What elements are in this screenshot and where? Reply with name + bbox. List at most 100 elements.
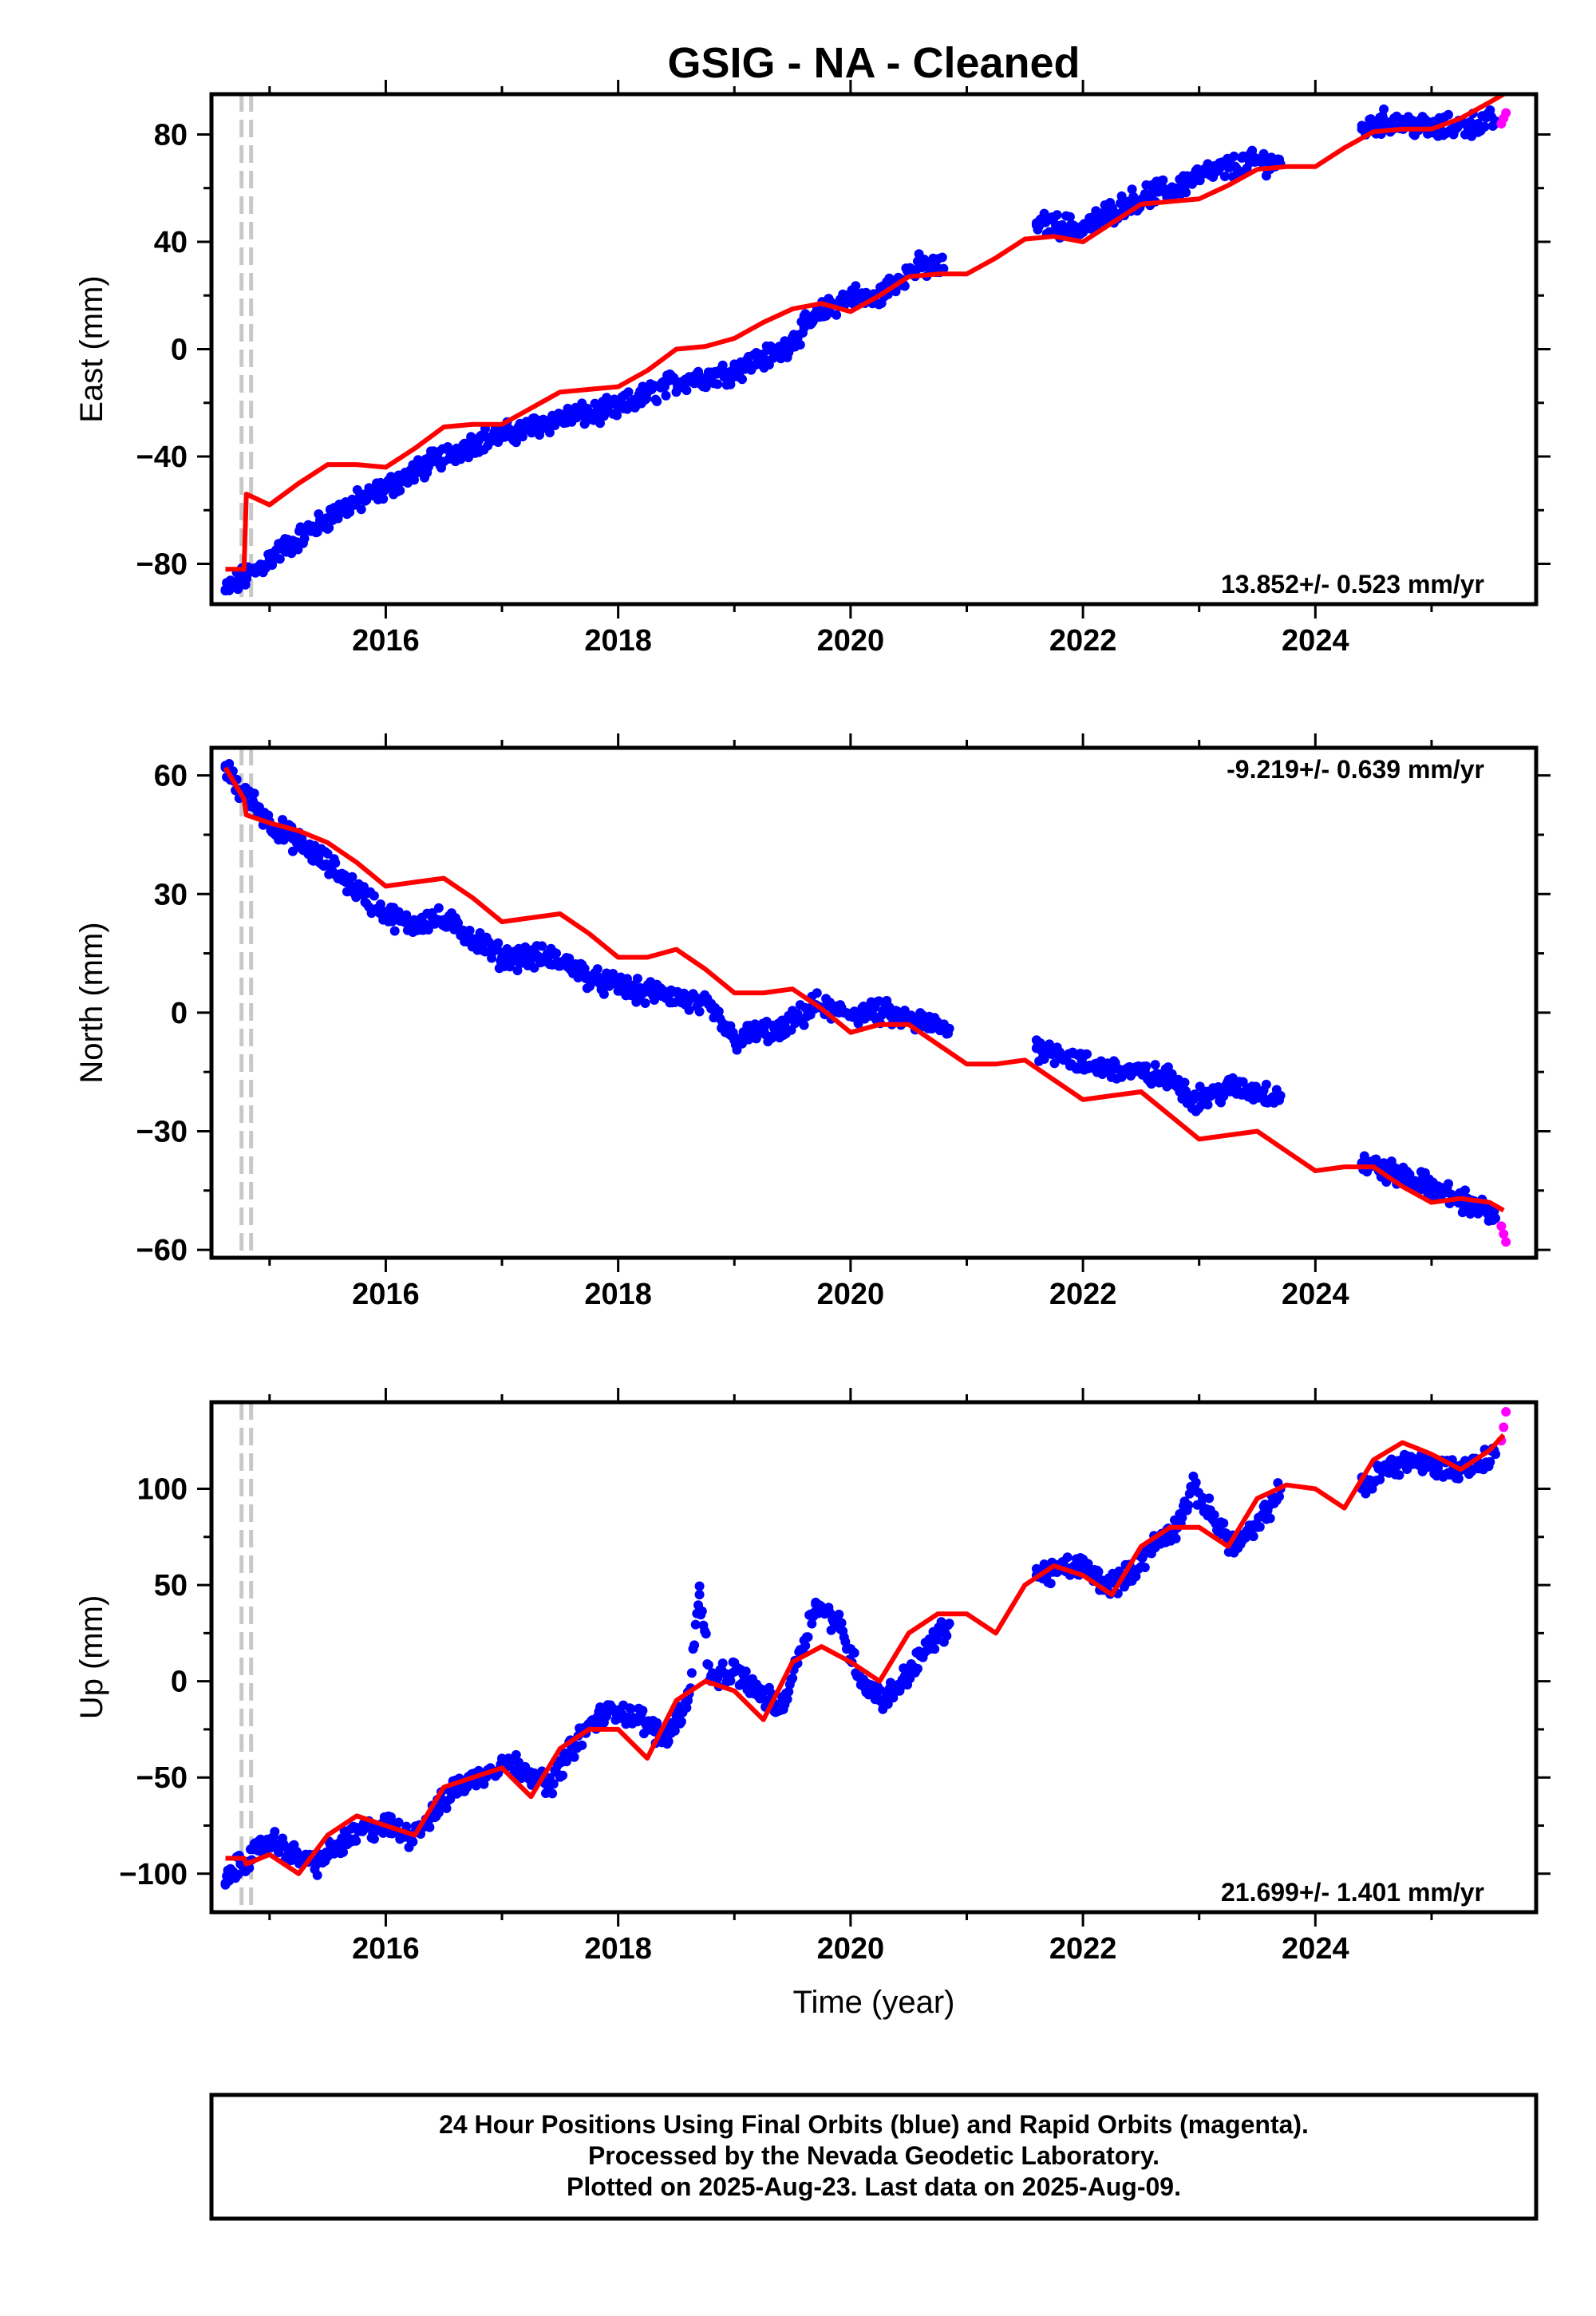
east-rate-label: 13.852+/- 0.523 mm/yr [1221,570,1484,599]
up-frame [209,1400,1539,1915]
up-final-point [1274,1492,1284,1502]
east-final-point [613,403,623,413]
up-final-point [1426,1460,1436,1471]
up-x-tick-label: 2018 [584,1932,652,1966]
north-final-point [1054,1047,1065,1057]
up-final-point [1204,1493,1215,1504]
north-final-point [537,941,547,951]
up-plot-area [220,1402,1511,1912]
up-final-point [689,1640,700,1650]
up-final-point [334,1840,345,1850]
up-final-point [1491,1449,1501,1460]
north-final-point [278,815,287,825]
north-plot-area [220,748,1511,1258]
east-y-tick-label: −80 [136,548,188,582]
north-y-axis-label: North (mm) [74,922,109,1083]
up-final-point [401,1821,412,1832]
up-final-point [717,1658,728,1669]
east-final-point [378,494,389,504]
north-final-point [812,988,822,998]
north-final-point [529,962,539,973]
up-final-point [1062,1552,1073,1563]
east-final-point [1065,211,1075,222]
east-final-point [1171,183,1181,193]
up-final-point [1209,1510,1219,1520]
up-x-tick-label: 2016 [352,1932,420,1966]
east-final-point [1380,116,1390,126]
east-final-point [799,322,809,333]
up-final-point [569,1752,579,1762]
footer-line-3: Plotted on 2025-Aug-23. Last data on 202… [567,2172,1181,2201]
up-final-point [1403,1455,1413,1465]
up-model-line [225,1433,1506,1876]
east-final-point [753,354,763,365]
north-y-tick-label: −60 [136,1234,188,1267]
up-final-point [681,1702,692,1713]
north-final-point [834,1007,844,1018]
north-frame [209,745,1539,1260]
up-final-point [253,1845,263,1856]
up-final-point [857,1676,867,1686]
north-final-point [1031,1043,1041,1053]
up-final-point [703,1660,713,1670]
east-x-tick-label: 2016 [352,624,420,658]
up-final-point [694,1581,705,1591]
east-final-point [235,575,246,585]
up-panel: 2016 2018 2020 2022 2024 −100 −50 0 50 100 Up (mm)… [74,1388,1551,1966]
up-final-point [725,1676,736,1686]
up-final-point [369,1834,379,1844]
north-final-point [579,963,590,974]
north-final-point [401,910,412,920]
north-final-point [1426,1181,1436,1192]
up-final-point [1375,1474,1385,1484]
up-final-point [270,1827,280,1837]
east-final-point [706,371,717,381]
east-final-point [395,485,405,496]
north-final-point [375,899,385,909]
north-final-point [944,1023,954,1034]
up-final-point [1380,1464,1390,1475]
up-x-tick-label: 2022 [1049,1932,1117,1966]
east-final-point [1357,124,1367,134]
up-final-point [602,1711,612,1721]
east-final-point [845,290,855,301]
up-final-point [834,1609,844,1619]
north-rapid-orbit-point [1496,1221,1507,1231]
up-final-point [520,1763,531,1773]
up-rate-label: 21.699+/- 1.401 mm/yr [1221,1878,1484,1907]
up-final-point [393,1817,404,1828]
north-final-point [683,996,693,1006]
east-final-point [623,387,634,397]
east-final-point [473,435,484,445]
east-final-point [427,456,437,467]
north-final-point [1082,1049,1092,1059]
north-final-point [551,948,561,958]
north-final-point [358,889,368,899]
north-final-point [659,988,670,998]
up-final-point [942,1630,952,1641]
east-final-point [1148,188,1158,199]
up-final-point [697,1606,707,1616]
east-y-tick-label: 0 [171,334,188,367]
north-final-point [729,1035,740,1045]
north-x-tick-label: 2020 [817,1278,885,1311]
up-final-point [338,1847,348,1857]
figure-title: GSIG - NA - Cleaned [667,39,1080,87]
up-final-point [1265,1513,1275,1524]
east-y-tick-label: −40 [136,441,188,474]
north-final-point [322,848,333,859]
east-final-point [404,470,414,480]
up-final-point [944,1618,954,1629]
east-final-point [299,533,310,543]
up-final-point [1394,1470,1404,1480]
north-final-point [632,974,642,984]
up-final-point [676,1717,686,1727]
north-x-tick-label: 2016 [352,1278,420,1311]
east-rapid-orbit-point [1501,108,1511,118]
up-final-point [1148,1541,1158,1551]
up-final-point [683,1695,693,1705]
up-final-point [233,1869,243,1879]
east-final-point [1052,210,1062,220]
up-final-point [1177,1512,1187,1523]
north-final-point [684,1005,694,1015]
